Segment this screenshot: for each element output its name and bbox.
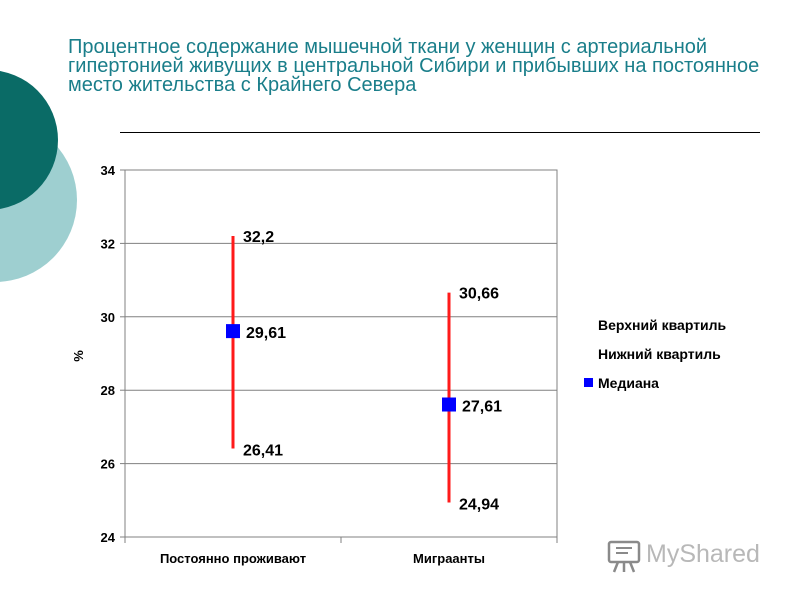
y-tick-label: 30 [101,310,115,325]
y-axis: 24 26 28 30 32 34 [101,163,125,545]
median-label: 27,61 [462,399,502,416]
title-divider [120,132,760,133]
median-marker [442,397,456,412]
y-tick-label: 34 [101,163,116,178]
plot-area [124,169,558,538]
y-tick-label: 28 [101,383,115,398]
x-tick-label: Постоянно проживают [160,551,306,566]
median-label: 29,61 [246,325,286,342]
median-marker [226,324,240,339]
legend-item: Нижний квартиль [598,346,721,362]
legend-item: Медиана [598,375,659,391]
grid-layer [125,169,557,538]
decorative-circles [0,71,77,282]
legend-marker-median [584,378,593,387]
page-title: Процентное содержание мышечной ткани у ж… [68,36,760,96]
x-tick-label: Миграанты [413,551,485,566]
marks-layer: 32,2 26,41 29,61 30,66 24,94 27,61 [226,229,502,514]
y-tick-label: 32 [101,236,115,251]
legend: Верхний квартиль Нижний квартиль Медиана [584,317,727,391]
upper-quartile-label: 32,2 [243,229,274,246]
lower-quartile-label: 24,94 [459,497,499,514]
deco-circle-dark [0,71,58,209]
x-axis: Постоянно проживают Миграанты [124,537,558,566]
watermark-text: MyShared [646,540,760,568]
y-tick-label: 24 [101,530,116,545]
upper-quartile-label: 30,66 [459,286,499,303]
presentation-icon [607,540,641,573]
y-axis-label: % [71,350,86,362]
legend-item: Верхний квартиль [598,317,727,333]
y-tick-label: 26 [101,457,115,472]
lower-quartile-label: 26,41 [243,443,283,460]
watermark: MyShared [606,536,776,576]
